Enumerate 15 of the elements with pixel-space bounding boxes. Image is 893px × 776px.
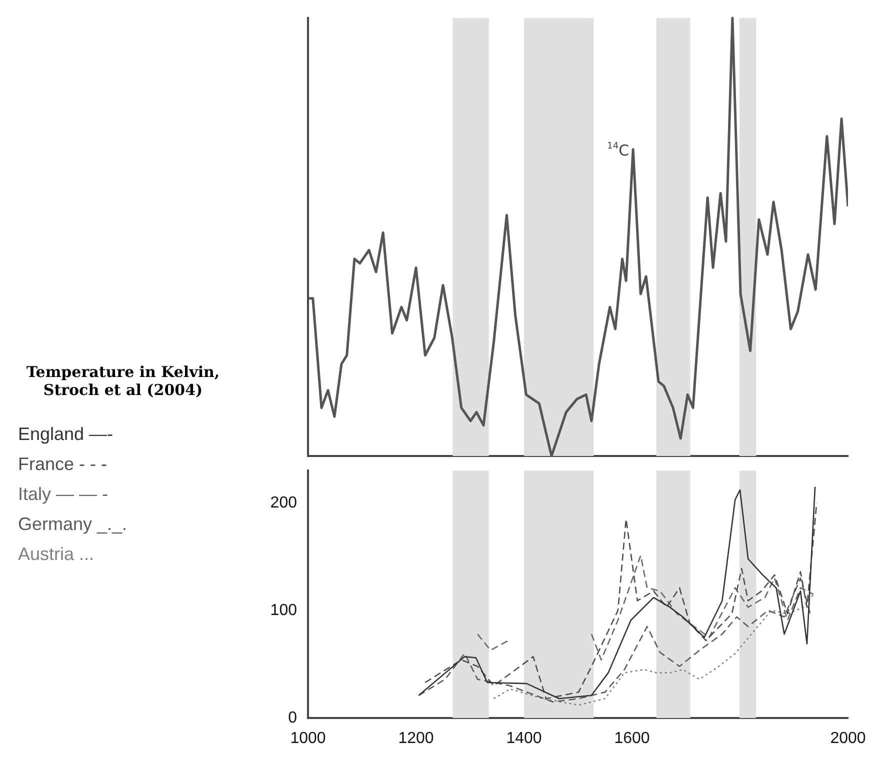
text: England —-	[17, 424, 114, 445]
y-tick-label: 200	[270, 494, 298, 512]
y-tick-label: 0	[288, 709, 298, 726]
x-tick-label: 1200	[398, 730, 434, 748]
x-tick-label: 1400	[506, 730, 542, 748]
text: France - - -	[17, 454, 108, 475]
y-tick-label: 100	[270, 602, 298, 619]
text: Temperature in Kelvin, Stroch et al (2004)	[25, 363, 221, 399]
x-tick-label: 1000	[290, 730, 326, 748]
x-tick-label: 1600	[614, 730, 650, 748]
text: Italy — — -	[17, 484, 110, 505]
line-series	[493, 594, 814, 706]
x-tick-label: 2000	[830, 730, 866, 748]
text: Austria ...	[17, 544, 96, 565]
text: Germany _._.	[17, 514, 128, 535]
